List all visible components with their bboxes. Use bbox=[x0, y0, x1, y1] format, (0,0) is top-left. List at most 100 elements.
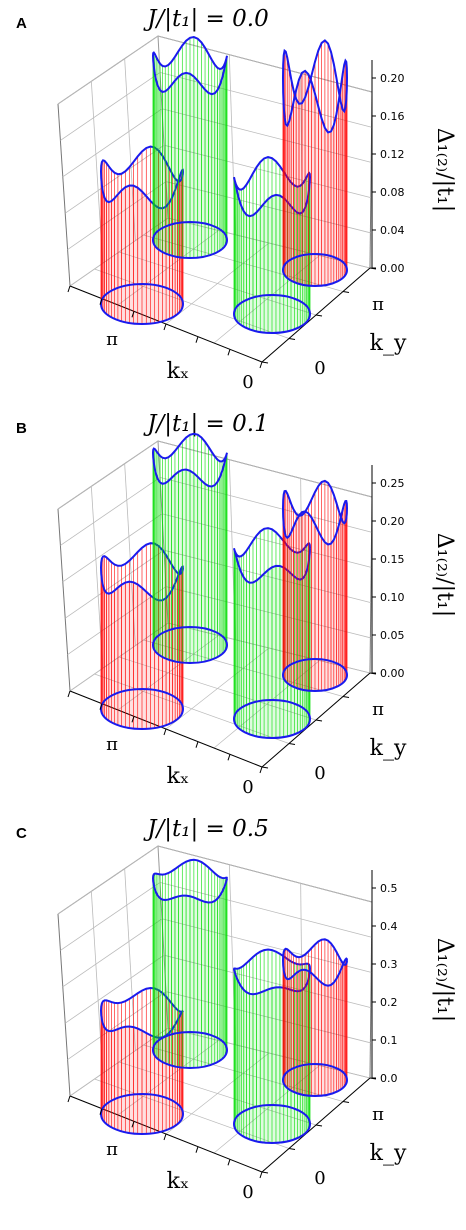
y-tick-mark bbox=[342, 291, 350, 293]
cylinder-top-curve bbox=[281, 479, 348, 546]
x-tick-mark bbox=[259, 1171, 263, 1179]
cylinder-lines bbox=[152, 859, 228, 1068]
x-tick-mark bbox=[259, 361, 263, 369]
cylinder-4 bbox=[281, 39, 348, 287]
z-tick-label: 0.00 bbox=[380, 667, 405, 680]
chart-panel-b: B J/|t₁| = 0.1 0.00 0.05 0.10 0.15 0.20 0.25 Δ₁₍… bbox=[16, 411, 457, 798]
y-tick-label: 0 bbox=[314, 763, 325, 784]
z-axis-label: Δ₁₍₂₎/|t₁| bbox=[432, 938, 457, 1022]
cylinder-base-ring bbox=[152, 626, 228, 664]
cylinder-fill bbox=[283, 501, 347, 691]
x-tick-mark bbox=[227, 1159, 231, 1166]
cylinder-top-curve bbox=[281, 39, 348, 134]
x-tick-mark bbox=[67, 1095, 71, 1103]
cylinder-2 bbox=[151, 36, 228, 259]
y-axis-label: k_y bbox=[370, 331, 407, 356]
panel-letter: A bbox=[16, 15, 27, 32]
x-tick-mark bbox=[227, 349, 231, 356]
x-tick-mark bbox=[195, 336, 199, 343]
cylinder-base-ring bbox=[152, 1031, 228, 1069]
z-tick-label: 0.3 bbox=[380, 958, 398, 971]
cylinder-base-ring bbox=[100, 1093, 184, 1135]
cylinder-fill bbox=[153, 55, 227, 258]
z-tick-label: 0.25 bbox=[380, 477, 405, 490]
z-tick-label: 0.05 bbox=[380, 629, 405, 642]
y-tick-mark bbox=[369, 267, 377, 270]
z-axis: 0.0 0.1 0.2 0.3 0.4 0.5 bbox=[371, 870, 398, 1085]
y-tick-label: π bbox=[372, 294, 384, 315]
cylinder-fill bbox=[283, 60, 347, 286]
z-tick-label: 0.2 bbox=[380, 996, 398, 1009]
cylinder-lines bbox=[282, 939, 348, 1096]
y-tick-mark bbox=[315, 1124, 323, 1127]
chart-title: J/|t₁| = 0.5 bbox=[143, 816, 268, 842]
y-tick-mark bbox=[342, 1101, 350, 1103]
y-tick-label: 0 bbox=[314, 358, 325, 379]
y-tick-mark bbox=[342, 696, 350, 698]
x-tick-mark bbox=[131, 716, 135, 723]
panel-letter: B bbox=[16, 420, 27, 437]
z-axis: 0.00 0.05 0.10 0.15 0.20 0.25 bbox=[371, 465, 405, 680]
x-tick-label: π bbox=[106, 734, 118, 755]
y-tick-label: π bbox=[372, 699, 384, 720]
cylinder-base-ring bbox=[233, 699, 311, 739]
x-tick-label: π bbox=[106, 1139, 118, 1160]
cylinder-base-ring bbox=[282, 1063, 348, 1097]
chart-panel-c: C J/|t₁| = 0.5 0.0 0.1 0.2 0.3 0.4 0.5 Δ₁₍₂₎/|t₁… bbox=[16, 816, 457, 1203]
x-tick-mark bbox=[195, 741, 199, 748]
chart-panel-a: A J/|t₁| = 0.0 0.00 0.04 0.08 0.12 0.16 0.20 Δ₁₍… bbox=[16, 6, 457, 393]
x-tick-mark bbox=[67, 285, 71, 293]
y-tick-mark bbox=[261, 361, 269, 364]
x-tick-mark bbox=[67, 690, 71, 698]
y-tick-mark bbox=[288, 338, 296, 340]
grid-line-z bbox=[57, 845, 373, 915]
x-tick-mark bbox=[131, 1121, 135, 1128]
x-tick-mark bbox=[163, 323, 167, 331]
cylinder-base-ring bbox=[233, 294, 311, 334]
x-tick-label: 0 bbox=[242, 1182, 253, 1203]
cylinder-base-ring bbox=[100, 688, 184, 730]
x-tick-label: π bbox=[106, 329, 118, 350]
x-tick-label: 0 bbox=[242, 777, 253, 798]
x-tick-mark bbox=[163, 1133, 167, 1141]
z-tick-label: 0.4 bbox=[380, 920, 398, 933]
x-tick-mark bbox=[131, 311, 135, 318]
cylinder-base-ring bbox=[152, 221, 228, 259]
y-tick-mark bbox=[288, 1148, 296, 1150]
y-tick-mark bbox=[315, 719, 323, 722]
z-tick-label: 0.15 bbox=[380, 553, 405, 566]
y-tick-label: 0 bbox=[314, 1168, 325, 1189]
z-axis: 0.00 0.04 0.08 0.12 0.16 0.20 bbox=[371, 60, 405, 275]
z-tick-label: 0.5 bbox=[380, 882, 398, 895]
z-tick-label: 0.16 bbox=[380, 110, 405, 123]
box-left-edge bbox=[57, 508, 71, 692]
x-tick-label: 0 bbox=[242, 372, 253, 393]
cylinder-top-curve bbox=[151, 858, 228, 904]
cylinder-top-curve bbox=[151, 36, 228, 96]
box-left-edge bbox=[57, 103, 71, 287]
y-tick-mark bbox=[288, 743, 296, 745]
x-axis-label: kₓ bbox=[167, 1169, 190, 1194]
cylinder-base-ring bbox=[100, 283, 184, 325]
chart-title: J/|t₁| = 0.0 bbox=[143, 6, 268, 32]
x-tick-mark bbox=[195, 1146, 199, 1153]
z-axis-label: Δ₁₍₂₎/|t₁| bbox=[432, 533, 457, 617]
chart-title: J/|t₁| = 0.1 bbox=[143, 411, 268, 437]
z-tick-label: 0.10 bbox=[380, 591, 405, 604]
y-tick-mark bbox=[261, 1171, 269, 1174]
cylinder-top-curve bbox=[151, 432, 228, 488]
x-tick-mark bbox=[163, 728, 167, 736]
y-tick-mark bbox=[369, 1077, 377, 1080]
panel-letter: C bbox=[16, 825, 27, 842]
floor-grid bbox=[118, 251, 317, 316]
x-axis-label: kₓ bbox=[167, 764, 190, 789]
y-tick-mark bbox=[369, 672, 377, 675]
z-tick-label: 0.1 bbox=[380, 1034, 398, 1047]
x-tick-mark bbox=[259, 766, 263, 774]
x-tick-mark bbox=[99, 298, 103, 305]
cylinder-base-ring bbox=[233, 1104, 311, 1144]
z-tick-label: 0.08 bbox=[380, 186, 405, 199]
cylinder-4 bbox=[281, 938, 348, 1097]
z-tick-label: 0.0 bbox=[380, 1072, 398, 1085]
